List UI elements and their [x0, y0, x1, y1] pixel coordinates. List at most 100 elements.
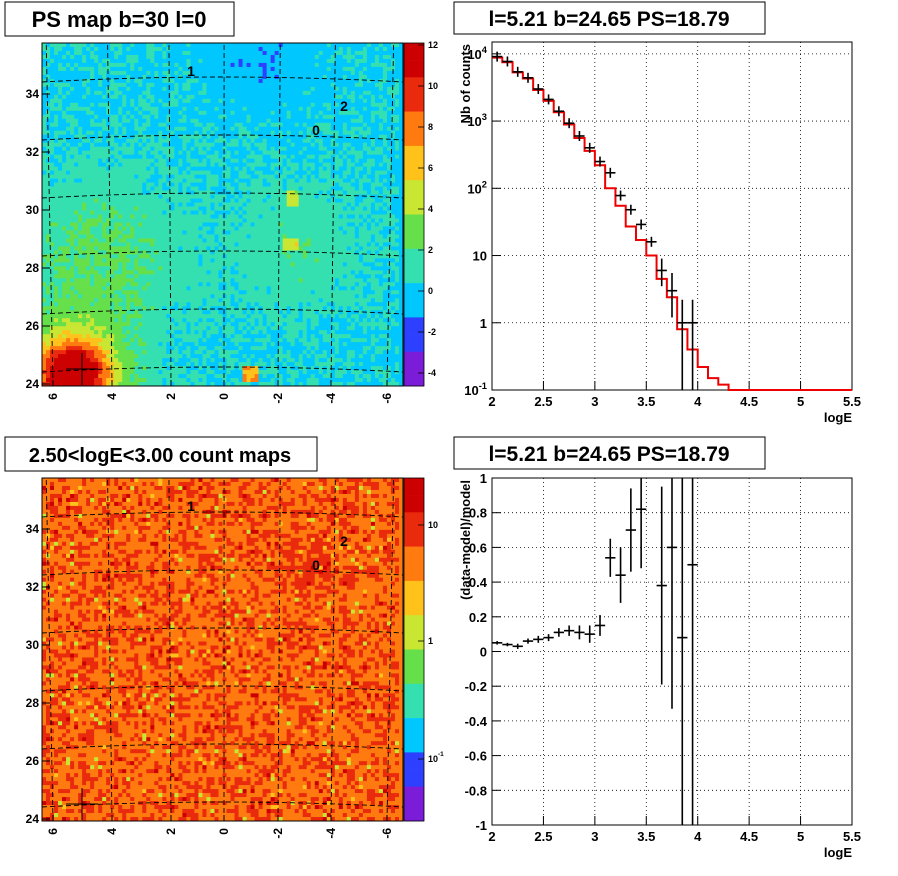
heatmap-cell	[202, 194, 207, 199]
heatmap-cell	[62, 90, 67, 96]
heatmap-cell	[54, 238, 59, 243]
heatmap-cell	[150, 158, 155, 163]
heatmap-cell	[102, 210, 107, 215]
heatmap-cell	[166, 134, 171, 140]
heatmap-cell	[174, 122, 179, 128]
heatmap-cell	[74, 146, 79, 152]
heatmap-cell	[58, 226, 63, 231]
heatmap-cell	[394, 178, 400, 183]
heatmap-cell	[358, 202, 364, 207]
heatmap-cell	[238, 150, 243, 156]
heatmap-cell	[238, 82, 243, 88]
heatmap-cell	[230, 258, 235, 263]
heatmap-cell	[318, 226, 324, 231]
heatmap-cell	[162, 242, 167, 247]
heatmap-cell	[306, 258, 312, 263]
heatmap-cell	[162, 46, 167, 52]
heatmap-cell	[110, 182, 115, 187]
heatmap-cell	[130, 90, 135, 96]
heatmap-cell	[378, 150, 384, 156]
heatmap-cell	[342, 43, 348, 48]
heatmap-cell	[314, 246, 320, 251]
heatmap-cell	[254, 110, 259, 116]
heatmap-cell	[86, 122, 91, 128]
heatmap-cell	[258, 90, 263, 96]
heatmap-cell	[254, 114, 259, 120]
heatmap-cell	[242, 162, 247, 167]
heatmap-cell	[190, 234, 195, 239]
heatmap-cell	[366, 82, 372, 88]
heatmap-cell	[102, 58, 107, 64]
heatmap-cell	[66, 222, 71, 227]
heatmap-cell	[398, 58, 404, 64]
heatmap-cell	[290, 162, 296, 167]
heatmap-cell	[134, 74, 139, 80]
heatmap-cell	[130, 214, 135, 219]
heatmap-cell	[146, 154, 151, 160]
heatmap-cell	[78, 258, 83, 263]
heatmap-cell	[146, 43, 151, 48]
heatmap-cell	[298, 62, 304, 68]
heatmap-cell	[306, 190, 312, 195]
heatmap-cell	[74, 46, 79, 52]
heatmap-cell	[230, 102, 235, 108]
heatmap-cell	[202, 198, 207, 203]
heatmap-cell	[178, 186, 183, 191]
heatmap-cell	[278, 86, 284, 92]
heatmap-cell	[350, 162, 356, 167]
heatmap-cell	[82, 66, 87, 72]
heatmap-cell	[138, 43, 143, 48]
heatmap-cell	[86, 246, 91, 251]
heatmap-cell	[146, 262, 151, 267]
heatmap-cell	[166, 246, 171, 251]
heatmap-cell	[218, 214, 223, 219]
heatmap-cell	[66, 162, 71, 167]
heatmap-cell	[234, 94, 239, 100]
heatmap-cell	[134, 150, 139, 156]
heatmap-cell	[290, 170, 296, 175]
heatmap-cell	[182, 114, 187, 120]
heatmap-cell	[254, 50, 259, 56]
heatmap-cell	[242, 106, 247, 112]
heatmap-cell	[118, 226, 123, 231]
heatmap-cell	[150, 122, 155, 128]
heatmap-cell	[182, 43, 187, 48]
heatmap-cell	[222, 142, 227, 148]
heatmap-cell	[62, 234, 67, 239]
heatmap-cell	[270, 58, 275, 64]
heatmap-cell	[174, 118, 179, 124]
heatmap-cell	[378, 98, 384, 104]
heatmap-cell	[42, 178, 47, 183]
heatmap-cell	[318, 146, 324, 152]
heatmap-cell	[94, 166, 99, 171]
heatmap-cell	[334, 58, 340, 64]
heatmap-cell	[158, 170, 163, 175]
heatmap-cell	[218, 262, 223, 267]
heatmap-cell	[354, 158, 360, 163]
heatmap-cell	[78, 166, 83, 171]
heatmap-cell	[382, 122, 388, 128]
heatmap-cell	[334, 74, 340, 80]
heatmap-cell	[386, 246, 392, 251]
heatmap-cell	[326, 90, 332, 96]
heatmap-cell	[138, 162, 143, 167]
heatmap-cell	[254, 102, 259, 108]
heatmap-cell	[238, 130, 243, 136]
heatmap-cell	[138, 230, 143, 235]
heatmap-cell	[270, 206, 275, 211]
heatmap-cell	[134, 182, 139, 187]
heatmap-cell	[98, 226, 103, 231]
heatmap-cell	[166, 102, 171, 108]
heatmap-cell	[54, 230, 59, 235]
heatmap-cell	[322, 198, 328, 203]
heatmap-cell	[50, 262, 55, 267]
heatmap-cell	[42, 66, 47, 72]
heatmap-cell	[110, 146, 115, 152]
heatmap-cell	[102, 250, 107, 255]
heatmap-cell	[230, 66, 235, 72]
heatmap-cell	[246, 230, 251, 235]
heatmap-cell	[42, 106, 47, 112]
heatmap-cell	[82, 46, 87, 52]
heatmap-cell	[210, 186, 215, 191]
heatmap-cell	[170, 206, 175, 211]
